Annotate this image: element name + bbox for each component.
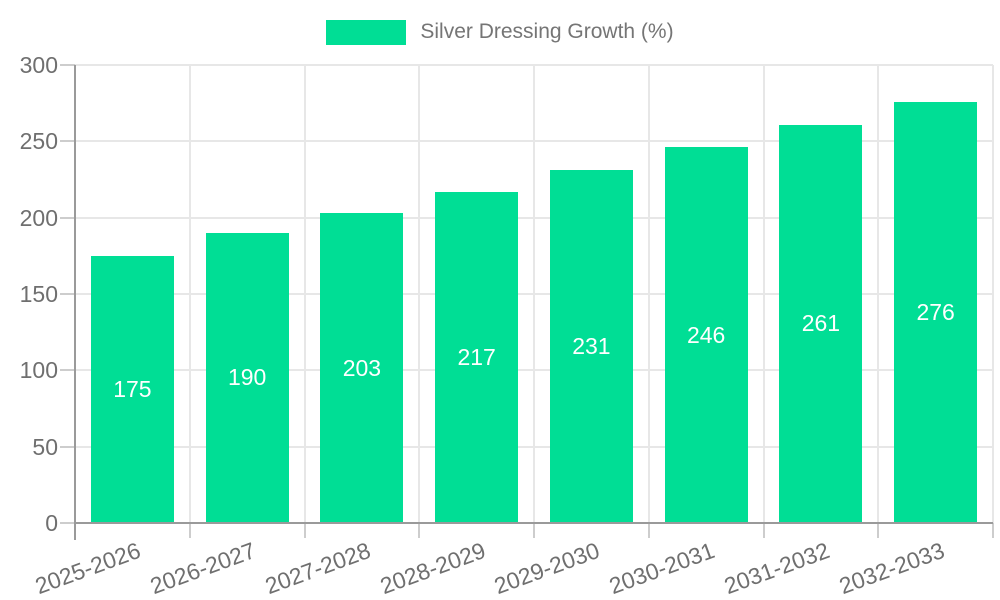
y-axis-tick	[60, 216, 75, 219]
x-grid-line	[303, 65, 306, 523]
bar-value-label: 203	[342, 354, 382, 381]
y-tick-label: 50	[32, 433, 58, 460]
x-tick-label: 2027-2028	[261, 537, 374, 600]
bar-value-label: 261	[801, 310, 841, 337]
y-tick-label: 300	[19, 52, 58, 78]
bar[interactable]: 175	[90, 255, 174, 523]
bar[interactable]: 261	[779, 124, 863, 523]
y-axis-tick	[60, 64, 75, 66]
bar-value-label: 217	[457, 343, 496, 370]
bar[interactable]: 190	[205, 232, 289, 523]
x-grid-line	[188, 65, 191, 523]
x-axis-tick	[303, 523, 306, 538]
bar[interactable]: 276	[894, 101, 978, 523]
bar-value-label: 190	[227, 364, 267, 391]
x-grid-line	[533, 65, 535, 523]
y-axis-tick	[60, 445, 75, 448]
x-tick-label: 2031-2032	[720, 537, 833, 600]
x-axis-tick	[188, 523, 191, 538]
x-tick-label: 2030-2031	[605, 537, 719, 600]
bar-value-label: 246	[686, 321, 726, 348]
x-tick-label: 2032-2033	[835, 537, 948, 600]
y-tick-label: 100	[19, 357, 58, 384]
x-axis-tick	[647, 523, 650, 538]
y-axis-tick	[60, 293, 75, 295]
x-axis-tick	[762, 523, 765, 538]
x-tick-label: 2026-2027	[146, 537, 260, 600]
x-axis-tick	[992, 523, 994, 538]
bar[interactable]: 231	[549, 170, 633, 523]
x-axis-tick	[533, 523, 535, 538]
x-tick-label: 2028-2029	[376, 537, 489, 600]
bar[interactable]: 217	[435, 191, 519, 523]
x-grid-line	[418, 65, 421, 523]
legend[interactable]: Silver Dressing Growth (%)	[0, 12, 1000, 52]
legend-swatch[interactable]	[326, 19, 407, 45]
x-axis-tick	[877, 523, 880, 538]
y-tick-label: 0	[45, 510, 58, 536]
x-grid-line	[647, 65, 650, 523]
bar-value-label: 231	[572, 333, 611, 360]
bar-value-label: 175	[113, 375, 152, 402]
bar[interactable]: 246	[664, 147, 748, 523]
y-axis-tick	[60, 522, 75, 524]
x-axis-line	[75, 522, 993, 524]
y-axis-line	[74, 65, 76, 540]
legend-label: Silver Dressing Growth (%)	[420, 20, 674, 43]
y-tick-label: 200	[19, 204, 58, 231]
bar-value-label: 276	[916, 298, 955, 325]
y-tick-label: 250	[19, 128, 58, 155]
x-grid-line	[992, 65, 994, 523]
x-tick-label: 2029-2030	[491, 537, 604, 600]
x-grid-line	[877, 65, 880, 523]
x-axis-tick	[418, 523, 421, 538]
bar[interactable]: 203	[320, 213, 404, 523]
x-tick-label: 2025-2026	[32, 537, 145, 600]
y-axis-tick	[60, 369, 75, 372]
y-tick-label: 150	[19, 281, 58, 307]
x-grid-line	[762, 65, 765, 523]
y-axis-tick	[60, 140, 75, 143]
